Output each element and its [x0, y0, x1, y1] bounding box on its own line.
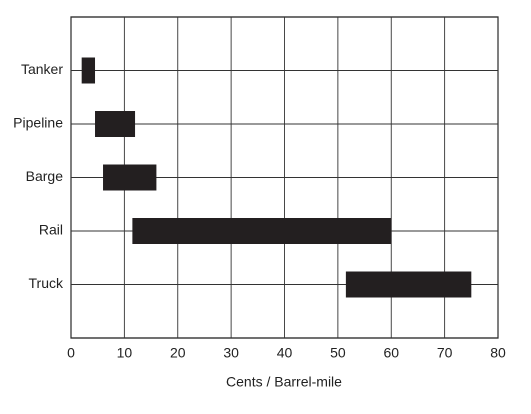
x-tick-label: 60 — [383, 345, 399, 361]
x-tick-label: 80 — [490, 345, 506, 361]
range-bar — [95, 111, 136, 137]
x-tick-label: 40 — [277, 345, 293, 361]
range-bar — [132, 218, 392, 244]
x-tick-label: 70 — [437, 345, 453, 361]
x-tick-label: 20 — [170, 345, 186, 361]
x-tick-label: 10 — [117, 345, 133, 361]
x-tick-label: 30 — [223, 345, 239, 361]
y-tick-label: Barge — [26, 168, 64, 184]
range-bar — [81, 57, 96, 84]
y-tick-label: Rail — [39, 222, 63, 238]
x-tick-label: 0 — [67, 345, 75, 361]
y-tick-label: Truck — [29, 275, 64, 291]
range-bar — [345, 271, 472, 298]
x-tick-label: 50 — [330, 345, 346, 361]
range-bar — [103, 164, 157, 191]
y-tick-label: Pipeline — [13, 115, 63, 131]
y-tick-label: Tanker — [21, 61, 63, 77]
x-axis-label: Cents / Barrel-mile — [226, 374, 342, 390]
